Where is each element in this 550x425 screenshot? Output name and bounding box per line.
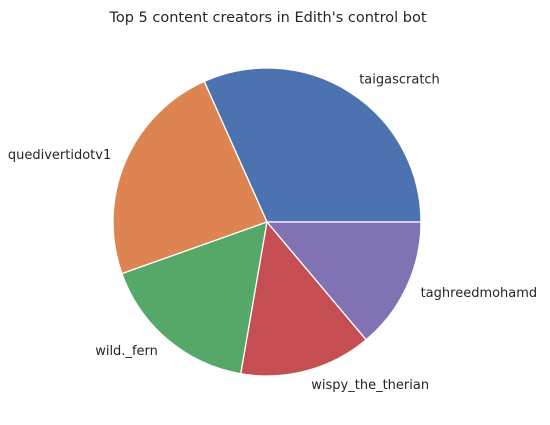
pie-label-taghreedmohamd: taghreedmohamd [421,286,538,301]
pie-slices [112,67,422,377]
pie-slice-taghreedmohamd [266,221,422,341]
chart-title: Top 5 content creators in Edith's contro… [108,10,426,26]
pie-label-wild-fern: wild._fern [95,344,158,359]
pie-label-quedivertidotv1: quedivertidotv1 [8,148,111,163]
pie-label-taigascratch: taigascratch [359,72,440,87]
pie-slice-wispy-the-therian [240,221,367,377]
pie-labels: taigascratch quedivertidotv1 wild._fernwis… [8,72,537,393]
pie-slice-taigascratch [203,67,422,223]
pie-slice-quedivertidotv1 [112,80,268,275]
pie-slice-wild-fern [121,221,268,375]
pie-label-wispy-the-therian: wispy_the_therian [311,378,429,393]
